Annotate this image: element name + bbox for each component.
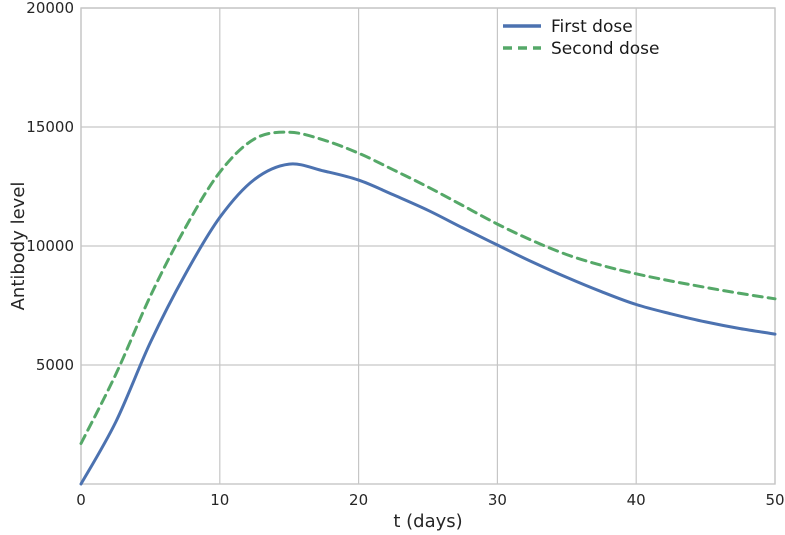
grid [80,7,776,484]
x-tick-label: 20 [349,491,368,509]
legend-label: Second dose [551,39,659,59]
y-tick-label: 5000 [36,356,74,374]
series-lines [79,130,777,486]
legend-item: Second dose [503,39,659,59]
x-tick-label: 40 [627,491,646,509]
axes-spines [80,7,776,485]
legend-item: First dose [503,17,633,37]
x-tick-label: 0 [76,491,86,509]
x-tick-label: 30 [488,491,507,509]
plot-border [80,7,776,485]
series-line-first-dose [79,162,777,486]
x-tick-label: 50 [765,491,784,509]
y-tick-labels: 5000 10000 15000 20000 [26,0,74,374]
y-tick-label: 20000 [26,0,74,17]
legend-label: First dose [551,17,633,37]
y-axis-label: Antibody level [8,182,29,311]
x-tick-labels: 0 10 20 30 40 50 [76,491,784,509]
x-axis-label: t (days) [393,511,462,532]
y-tick-label: 15000 [26,118,74,136]
series-line-second-dose [79,130,777,445]
y-tick-label: 10000 [26,237,74,255]
x-tick-label: 10 [210,491,229,509]
